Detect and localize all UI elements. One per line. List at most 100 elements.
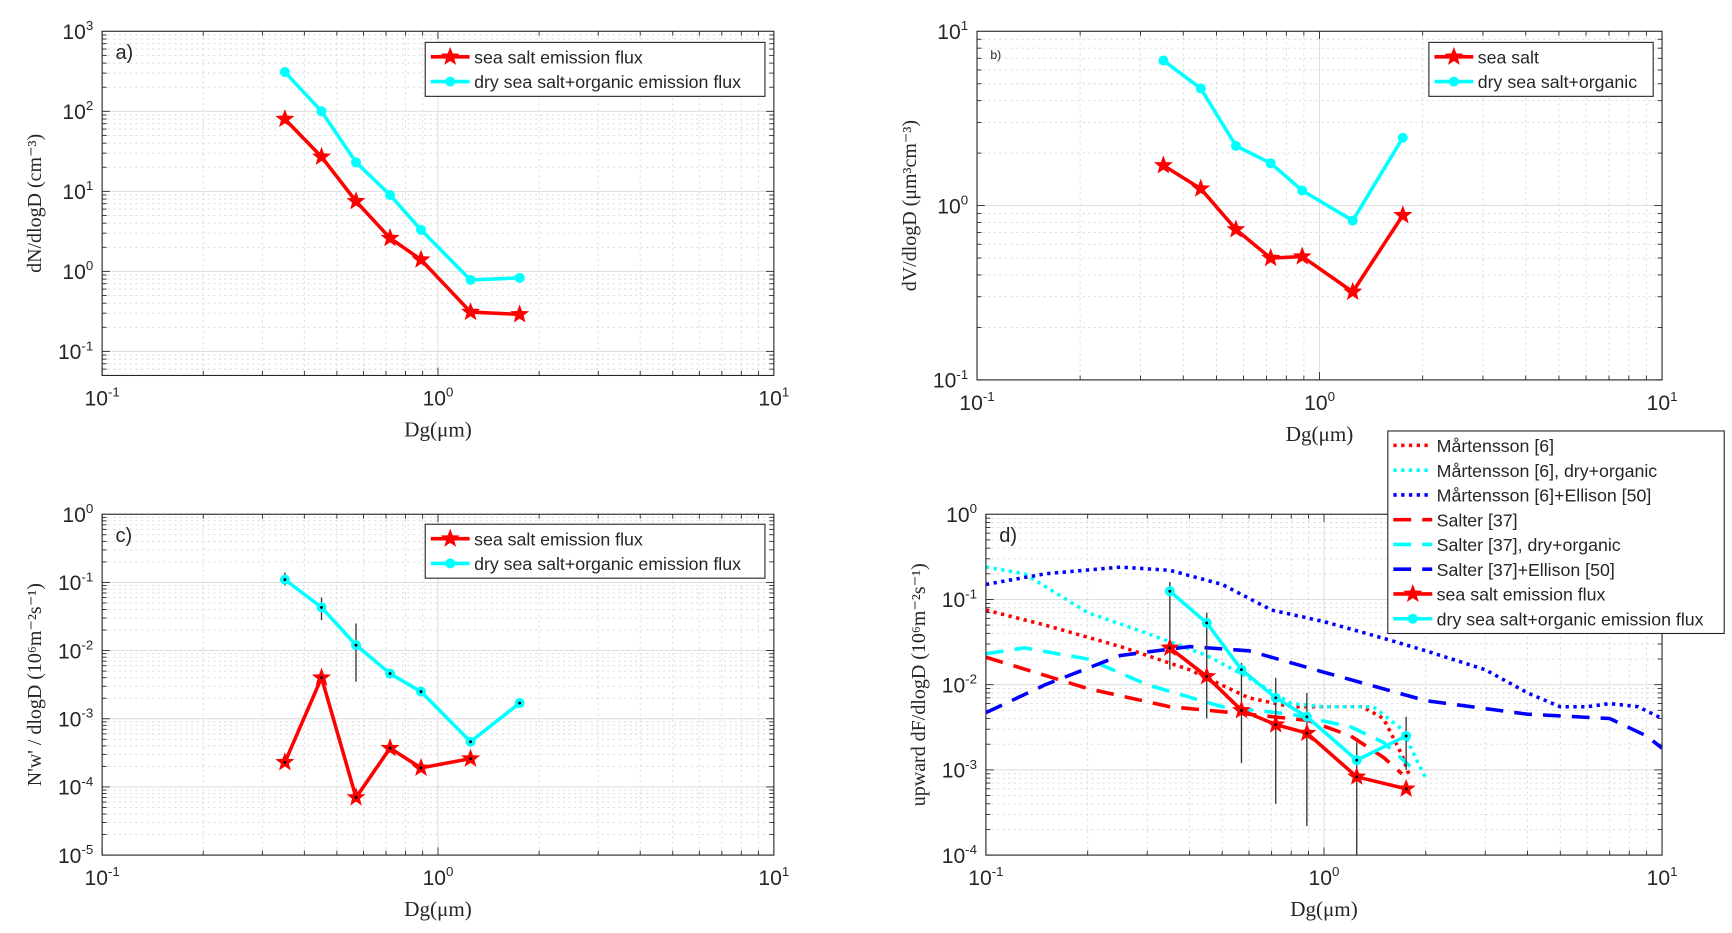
- tick-exponent: 1: [1670, 389, 1677, 404]
- tick-base: 10: [1304, 392, 1327, 415]
- legend-label: Mårtensson [6], dry+organic: [1437, 461, 1658, 481]
- x-tick-label: 100: [1309, 864, 1340, 890]
- legend: sea salt emission flux dry sea salt+organ…: [424, 523, 766, 579]
- star-marker: [275, 109, 295, 128]
- legend-item: Salter [37], dry+organic: [1393, 535, 1621, 555]
- tick-exponent: 0: [86, 258, 93, 273]
- legend-box: [424, 523, 766, 579]
- tick-base: 10: [933, 370, 956, 393]
- y-tick-label: 101: [62, 178, 93, 204]
- tick-exponent: 0: [961, 192, 968, 207]
- point-center: [1240, 708, 1243, 712]
- legend-box: [424, 41, 766, 97]
- legend-label: Salter [37], dry+organic: [1437, 535, 1621, 555]
- tick-exponent: -1: [956, 367, 968, 382]
- panel-d: 10-1 100 10110-410-310-210-1100Dg(μm)upwar…: [908, 430, 1725, 921]
- circle-marker: [1347, 215, 1358, 226]
- legend: Mårtensson [6] Mårtensson [6], dry+organi…: [1387, 430, 1725, 635]
- y-tick-label: 10-1: [942, 586, 977, 612]
- point-center: [388, 672, 392, 676]
- tick-exponent: 0: [446, 385, 453, 400]
- plot-data: [275, 572, 525, 806]
- tick-exponent: 0: [970, 501, 977, 516]
- y-tick-label: 101: [937, 18, 968, 44]
- point-center: [283, 578, 287, 582]
- x-axis-label: Dg(μm): [404, 418, 472, 442]
- tick-base: 10: [937, 21, 960, 44]
- point-center: [320, 605, 323, 609]
- star-marker: [346, 191, 366, 210]
- x-axis-label: Dg(μm): [404, 897, 472, 921]
- legend-label: dry sea salt+organic emission flux: [474, 554, 741, 574]
- legend-circle-icon: [445, 558, 456, 569]
- legend-item: sea salt emission flux: [1393, 583, 1605, 605]
- tick-base: 10: [758, 387, 781, 410]
- ticks: [976, 31, 1663, 381]
- x-tick-label: 10-1: [84, 864, 119, 890]
- tick-exponent: -1: [108, 385, 120, 400]
- y-axis-label: upward dF/dlogD (10⁶m⁻²s⁻¹): [908, 563, 930, 806]
- tick-base: 10: [1647, 867, 1670, 890]
- tick-exponent: 1: [86, 178, 93, 193]
- star-marker: [380, 228, 400, 247]
- point-center: [354, 796, 358, 799]
- tick-exponent: -4: [965, 842, 977, 857]
- legend-label: dry sea salt+organic: [1478, 72, 1637, 92]
- y-tick-label: 10-5: [58, 842, 93, 868]
- point-center: [1355, 775, 1359, 779]
- tick-exponent: -1: [81, 338, 93, 353]
- tick-base: 10: [84, 387, 107, 410]
- x-axis-label: Dg(μm): [1290, 897, 1358, 921]
- y-tick-label: 100: [937, 192, 968, 218]
- y-tick-label: 10-4: [942, 842, 978, 868]
- tick-exponent: 0: [1332, 864, 1339, 879]
- tick-base: 10: [84, 867, 107, 890]
- legend-box: [1387, 430, 1725, 635]
- circle-marker: [1297, 185, 1308, 196]
- y-tick-label: 10-1: [58, 569, 93, 595]
- tick-base: 10: [942, 589, 965, 612]
- tick-base: 10: [942, 845, 965, 868]
- series-line-4: [985, 646, 1412, 768]
- tick-exponent: -3: [81, 706, 93, 721]
- x-tick-label: 100: [423, 385, 454, 411]
- circle-marker: [1397, 132, 1408, 143]
- point-center: [283, 760, 287, 764]
- y-axis-label: dV/dlogD (μm³cm⁻³): [899, 120, 921, 291]
- legend-label: Mårtensson [6]: [1437, 436, 1554, 456]
- star-marker: [1261, 248, 1281, 267]
- tick-exponent: 1: [1670, 864, 1677, 879]
- tick-base: 10: [942, 674, 965, 697]
- point-center: [1274, 696, 1278, 700]
- point-center: [320, 676, 323, 680]
- legend-box: [1428, 41, 1654, 97]
- legend-item: Salter [37]: [1393, 510, 1518, 530]
- tick-exponent: -1: [81, 569, 93, 584]
- tick-base: 10: [62, 101, 85, 124]
- ticks: [101, 31, 774, 376]
- tick-base: 10: [62, 261, 85, 284]
- circle-marker: [514, 272, 525, 283]
- y-tick-label: 10-2: [942, 672, 977, 698]
- y-tick-label: 10-2: [58, 637, 93, 663]
- tick-base: 10: [58, 845, 81, 868]
- legend-label: sea salt: [1478, 47, 1539, 67]
- point-center: [518, 701, 522, 705]
- legend-label: Mårtensson [6]+Ellison [50]: [1437, 486, 1652, 506]
- tick-base: 10: [58, 572, 81, 595]
- tick-base: 10: [942, 760, 965, 783]
- panel-label: b): [990, 48, 1001, 62]
- point-center: [1205, 621, 1209, 625]
- tick-base: 10: [62, 181, 85, 204]
- tick-base: 10: [758, 867, 781, 890]
- panel-a: 10-1 100 10110-1100101102103Dg(μm)dN/dlogD…: [24, 18, 789, 441]
- tick-exponent: 1: [782, 385, 789, 400]
- legend-item: dry sea salt+organic emission flux: [1393, 609, 1704, 629]
- y-tick-label: 10-1: [58, 338, 93, 364]
- tick-base: 10: [62, 21, 85, 44]
- panel-label: c): [115, 525, 132, 547]
- star-marker: [411, 249, 431, 268]
- legend-star-icon: [440, 528, 460, 547]
